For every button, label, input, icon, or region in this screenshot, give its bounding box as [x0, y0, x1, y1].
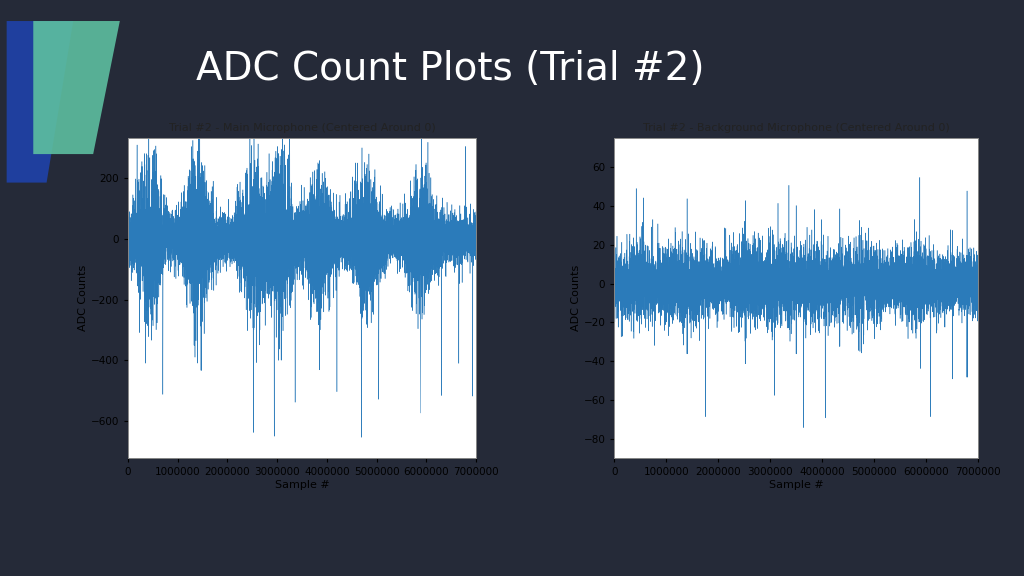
Polygon shape: [7, 21, 74, 183]
Polygon shape: [33, 21, 120, 154]
Title: Trial #2 - Main Microphone (Centered Around 0): Trial #2 - Main Microphone (Centered Aro…: [169, 123, 435, 133]
Y-axis label: ADC Counts: ADC Counts: [78, 265, 88, 331]
Title: Trial #2 - Background Microphone (Centered Around 0): Trial #2 - Background Microphone (Center…: [643, 123, 949, 133]
X-axis label: Sample #: Sample #: [274, 480, 330, 490]
Y-axis label: ADC Counts: ADC Counts: [570, 265, 581, 331]
Text: ADC Count Plots (Trial #2): ADC Count Plots (Trial #2): [197, 50, 705, 88]
X-axis label: Sample #: Sample #: [769, 480, 823, 490]
